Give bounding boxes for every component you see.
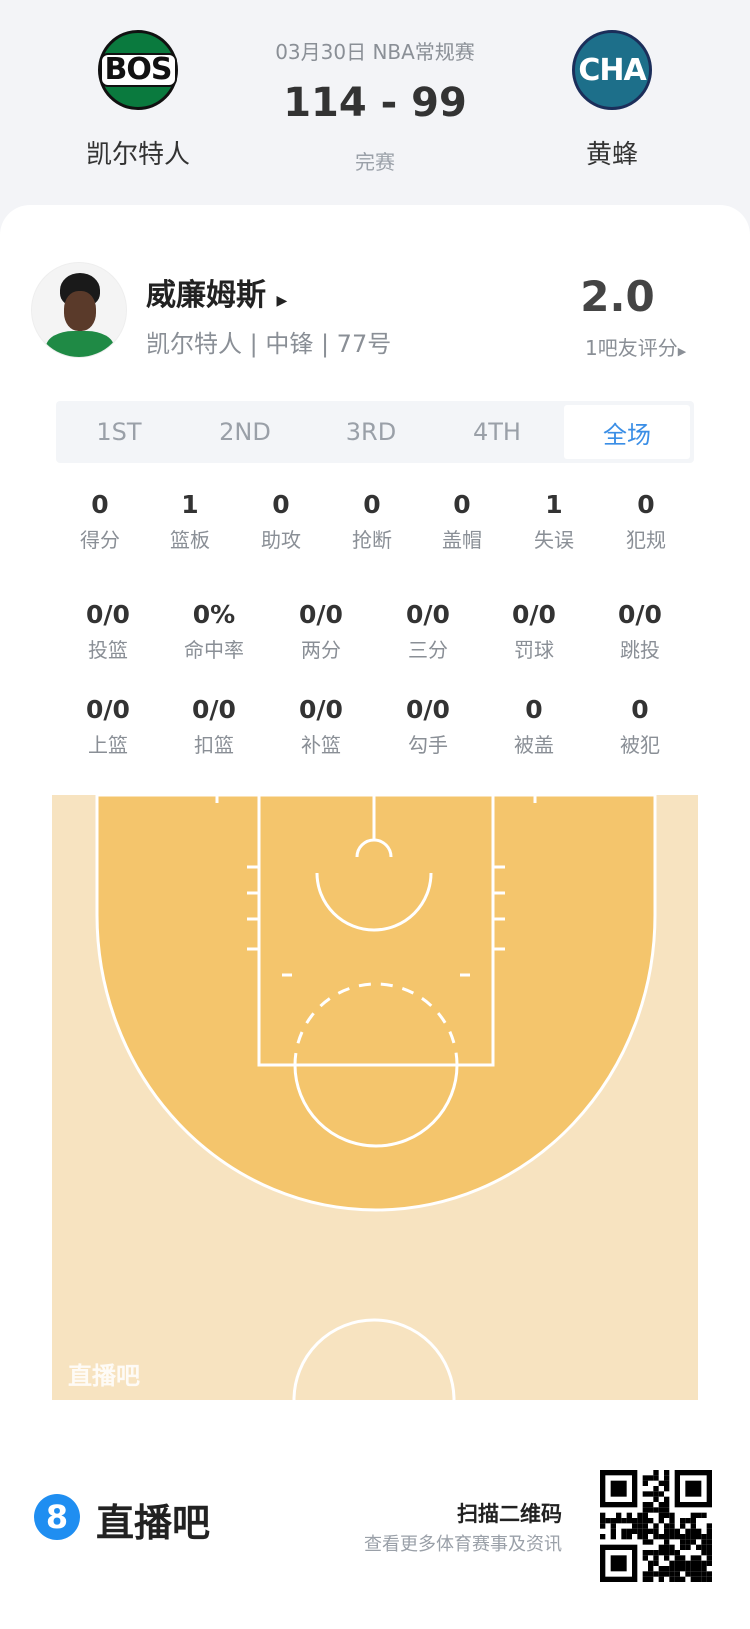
- player-info: 凯尔特人 | 中锋 | 77号: [146, 330, 392, 358]
- stat-1-5: 1 失误: [499, 490, 609, 553]
- stat-label: 罚球: [514, 638, 554, 662]
- center-circle: [292, 1318, 456, 1400]
- player-rating: 2.0: [580, 272, 655, 321]
- stat-1-2: 0 助攻: [226, 490, 336, 553]
- stat-3-2: 0/0 补篮: [266, 695, 376, 758]
- stat-value: 0: [631, 695, 649, 724]
- tab-full-game[interactable]: 全场: [564, 405, 690, 459]
- game-score: 114 - 99: [283, 80, 467, 126]
- period-tabs: 1ST 2ND 3RD 4TH 全场: [56, 401, 694, 463]
- qr-code-icon[interactable]: [600, 1470, 712, 1582]
- stat-label: 三分: [408, 638, 448, 662]
- lane-ticks: [215, 795, 537, 977]
- stat-label: 扣篮: [194, 733, 234, 757]
- player-name[interactable]: 威廉姆斯 ▶: [146, 278, 288, 313]
- stat-value: 0: [272, 490, 290, 519]
- tab-3rd[interactable]: 3RD: [345, 418, 397, 446]
- stat-label: 跳投: [620, 638, 660, 662]
- stat-label: 得分: [80, 528, 120, 552]
- rim: [355, 838, 393, 858]
- game-status: 完赛: [355, 150, 395, 174]
- bos-team-logo[interactable]: BOS: [98, 30, 178, 110]
- stat-3-0: 0/0 上篮: [53, 695, 163, 758]
- court-watermark: 直播吧: [68, 1362, 140, 1390]
- stat-value: 0/0: [618, 600, 662, 629]
- tab-4th[interactable]: 4TH: [473, 418, 521, 446]
- stat-label: 投篮: [88, 638, 128, 662]
- stat-2-5: 0/0 跳投: [585, 600, 695, 663]
- stat-2-0: 0/0 投篮: [53, 600, 163, 663]
- stat-value: 0: [453, 490, 471, 519]
- stat-value: 0/0: [86, 695, 130, 724]
- stat-1-4: 0 盖帽: [407, 490, 517, 553]
- stat-label: 助攻: [261, 528, 301, 552]
- player-avatar[interactable]: [31, 262, 127, 358]
- stat-value: 0/0: [406, 600, 450, 629]
- scan-qr-subtitle: 查看更多体育赛事及资讯: [364, 1534, 562, 1555]
- stat-1-0: 0 得分: [45, 490, 155, 553]
- stat-label: 失误: [534, 528, 574, 552]
- stat-label: 命中率: [184, 638, 244, 662]
- stat-3-5: 0 被犯: [585, 695, 695, 758]
- stat-value: 0/0: [512, 600, 556, 629]
- stat-value: 0%: [192, 600, 236, 629]
- free-throw-circle-bottom: [293, 1064, 459, 1148]
- stat-label: 犯规: [626, 528, 666, 552]
- stat-label: 篮板: [170, 528, 210, 552]
- stat-label: 上篮: [88, 733, 128, 757]
- stat-value: 0: [525, 695, 543, 724]
- caret-right-icon: ▶: [276, 293, 288, 309]
- stat-1-6: 0 犯规: [591, 490, 701, 553]
- away-team-name[interactable]: 黄蜂: [585, 140, 638, 170]
- tab-1st[interactable]: 1ST: [96, 418, 142, 446]
- stat-value: 0: [363, 490, 381, 519]
- stat-label: 被盖: [514, 733, 554, 757]
- home-team-name[interactable]: 凯尔特人: [85, 140, 190, 170]
- stat-label: 补篮: [301, 733, 341, 757]
- caret-right-icon: ▶: [677, 345, 687, 358]
- stat-2-1: 0% 命中率: [159, 600, 269, 663]
- stat-3-1: 0/0 扣篮: [159, 695, 269, 758]
- stat-label: 勾手: [408, 733, 448, 757]
- stat-2-3: 0/0 三分: [373, 600, 483, 663]
- game-date-league: 03月30日 NBA常规赛: [275, 40, 475, 64]
- stat-value: 0/0: [192, 695, 236, 724]
- stat-value: 0: [91, 490, 109, 519]
- shot-chart-court: [52, 795, 698, 1400]
- restricted-area: [315, 872, 433, 932]
- paint: [257, 795, 495, 1067]
- stat-1-3: 0 抢断: [317, 490, 427, 553]
- stat-value: 0/0: [86, 600, 130, 629]
- stat-label: 两分: [301, 638, 341, 662]
- stat-1-1: 1 篮板: [135, 490, 245, 553]
- stat-value: 0/0: [299, 600, 343, 629]
- stat-2-2: 0/0 两分: [266, 600, 376, 663]
- scan-qr-label: 扫描二维码: [457, 1502, 562, 1526]
- stat-value: 1: [545, 490, 563, 519]
- stat-value: 0/0: [299, 695, 343, 724]
- stat-label: 盖帽: [442, 528, 482, 552]
- stat-label: 被犯: [620, 733, 660, 757]
- rating-link[interactable]: 1吧友评分▶: [585, 336, 687, 360]
- brand-name: 直播吧: [96, 1501, 211, 1545]
- brand-logo-icon: 8: [34, 1494, 80, 1540]
- three-point-line: [95, 795, 657, 1212]
- stat-value: 0: [637, 490, 655, 519]
- stat-3-4: 0 被盖: [479, 695, 589, 758]
- cha-team-logo[interactable]: CHA: [572, 30, 652, 110]
- stat-3-3: 0/0 勾手: [373, 695, 483, 758]
- stat-value: 0/0: [406, 695, 450, 724]
- stat-value: 1: [181, 490, 199, 519]
- stat-2-4: 0/0 罚球: [479, 600, 589, 663]
- stat-label: 抢断: [352, 528, 392, 552]
- tab-2nd[interactable]: 2ND: [219, 418, 271, 446]
